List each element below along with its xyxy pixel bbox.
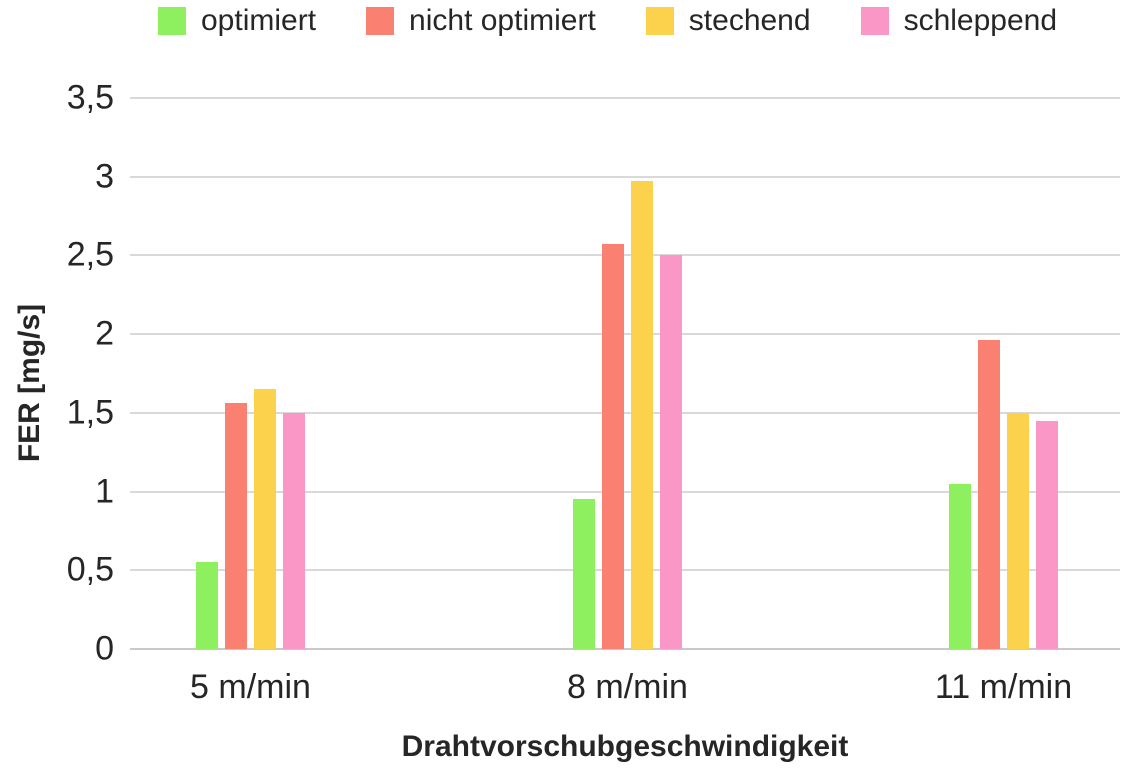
y-tick-label: 2 [95, 314, 114, 353]
y-tick-label: 3 [95, 157, 114, 196]
x-tick-label-11-mmin: 11 m/min [934, 668, 1073, 706]
y-tick-label: 2,5 [66, 235, 114, 274]
bar-stechend-8-mmin [631, 181, 653, 649]
y-tick-label: 3,5 [66, 78, 114, 117]
gridline [130, 411, 1120, 414]
y-tick-label: 1 [95, 472, 114, 511]
legend-label-stechend: stechend [688, 4, 811, 37]
legend-swatch-nicht-optimiert [366, 7, 395, 35]
bar-schleppend-11-mmin [1036, 420, 1058, 649]
legend-swatch-schleppend [860, 7, 889, 35]
y-tick-label: 0,5 [66, 550, 114, 589]
bar-group-5-mmin [196, 98, 305, 649]
bar-schleppend-8-mmin [660, 255, 682, 649]
bar-schleppend-5-mmin [283, 412, 305, 649]
x-tick-label-8-mmin: 8 m/min [567, 668, 688, 706]
legend: optimiert nicht optimiert stechend schleppe… [158, 4, 1057, 38]
gridline [130, 569, 1120, 572]
legend-item-stechend: stechend [645, 4, 811, 38]
gridline [130, 490, 1120, 493]
gridline [130, 97, 1120, 99]
legend-label-optimiert: optimiert [201, 4, 317, 37]
gridline [130, 254, 1120, 257]
x-axis-title: Drahtvorschubgeschwindigkeit [401, 730, 849, 763]
gridline [130, 175, 1120, 178]
gridline [130, 333, 1120, 336]
legend-label-schleppend: schleppend [903, 4, 1058, 37]
legend-item-nicht-optimiert: nicht optimiert [366, 4, 596, 38]
bar-nicht-optimiert-8-mmin [602, 244, 624, 649]
legend-swatch-optimiert [158, 7, 186, 35]
legend-item-schleppend: schleppend [860, 4, 1058, 38]
bar-group-8-mmin [573, 98, 682, 649]
bar-optimiert-8-mmin [573, 499, 595, 649]
bar-nicht-optimiert-5-mmin [225, 403, 247, 649]
y-tick-label: 0 [95, 629, 114, 668]
bar-stechend-5-mmin [254, 389, 276, 649]
bar-optimiert-5-mmin [196, 562, 218, 649]
x-tick-label-5-mmin: 5 m/min [190, 668, 311, 706]
y-tick-label: 1,5 [66, 393, 114, 432]
legend-item-optimiert: optimiert [158, 4, 316, 38]
y-axis-tick-labels: 3,5 3 2,5 2 1,5 1 0,5 0 [0, 79, 114, 668]
bar-optimiert-11-mmin [949, 483, 971, 649]
bar-group-11-mmin [949, 98, 1058, 649]
bar-stechend-11-mmin [1007, 412, 1029, 649]
plot-area [130, 97, 1120, 650]
bar-nicht-optimiert-11-mmin [978, 340, 1000, 649]
legend-label-nicht-optimiert: nicht optimiert [409, 4, 596, 37]
x-axis-baseline [130, 648, 1120, 650]
legend-swatch-stechend [645, 7, 674, 35]
